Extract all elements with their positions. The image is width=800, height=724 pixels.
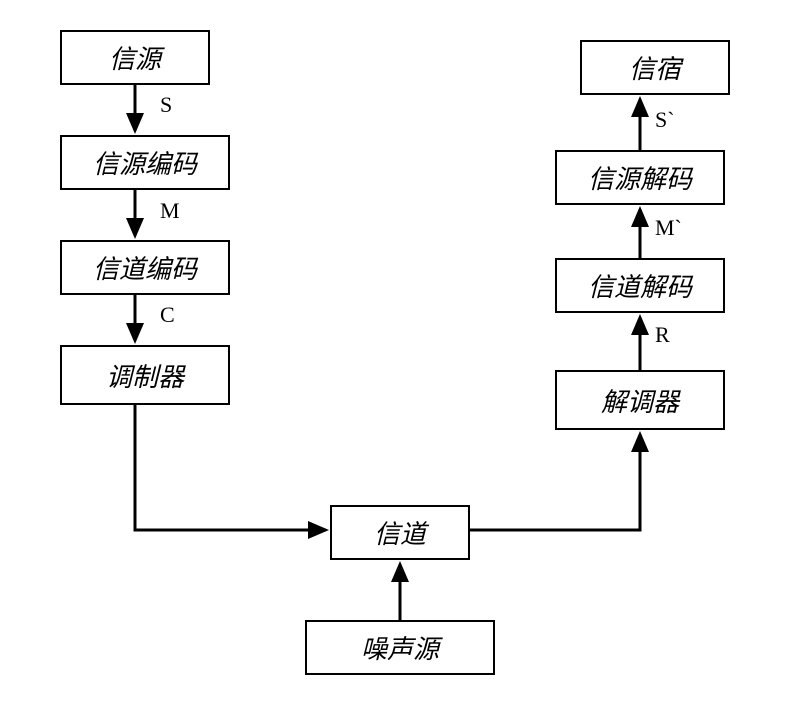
node-modulator-label: 调制器 [106, 357, 184, 394]
edge-label-m2: M` [655, 215, 682, 241]
node-source-decode: 信源解码 [555, 150, 725, 205]
node-channel-encode-label: 信道编码 [93, 249, 197, 286]
node-channel: 信道 [330, 505, 470, 560]
node-source-decode-label: 信源解码 [588, 159, 692, 196]
node-noise-label: 噪声源 [361, 629, 439, 666]
node-noise: 噪声源 [305, 620, 495, 675]
edge-label-m: M [160, 198, 180, 224]
node-source-encode: 信源编码 [60, 135, 230, 190]
node-channel-decode-label: 信道解码 [588, 267, 692, 304]
node-source: 信源 [60, 30, 210, 85]
node-channel-decode: 信道解码 [555, 258, 725, 313]
arrow-mod-to-channel [135, 405, 326, 530]
edge-label-s2: S` [655, 107, 675, 133]
node-sink-label: 信宿 [629, 49, 681, 86]
edge-label-s: S [160, 92, 172, 118]
node-demodulator-label: 解调器 [601, 382, 679, 419]
edge-label-r: R [655, 322, 670, 348]
node-channel-label: 信道 [374, 514, 426, 551]
node-demodulator: 解调器 [555, 370, 725, 430]
node-sink: 信宿 [580, 40, 730, 95]
edge-label-c: C [160, 302, 175, 328]
node-source-label: 信源 [109, 39, 161, 76]
node-modulator: 调制器 [60, 345, 230, 405]
node-source-encode-label: 信源编码 [93, 144, 197, 181]
node-channel-encode: 信道编码 [60, 240, 230, 295]
arrow-channel-to-demod [470, 434, 640, 530]
